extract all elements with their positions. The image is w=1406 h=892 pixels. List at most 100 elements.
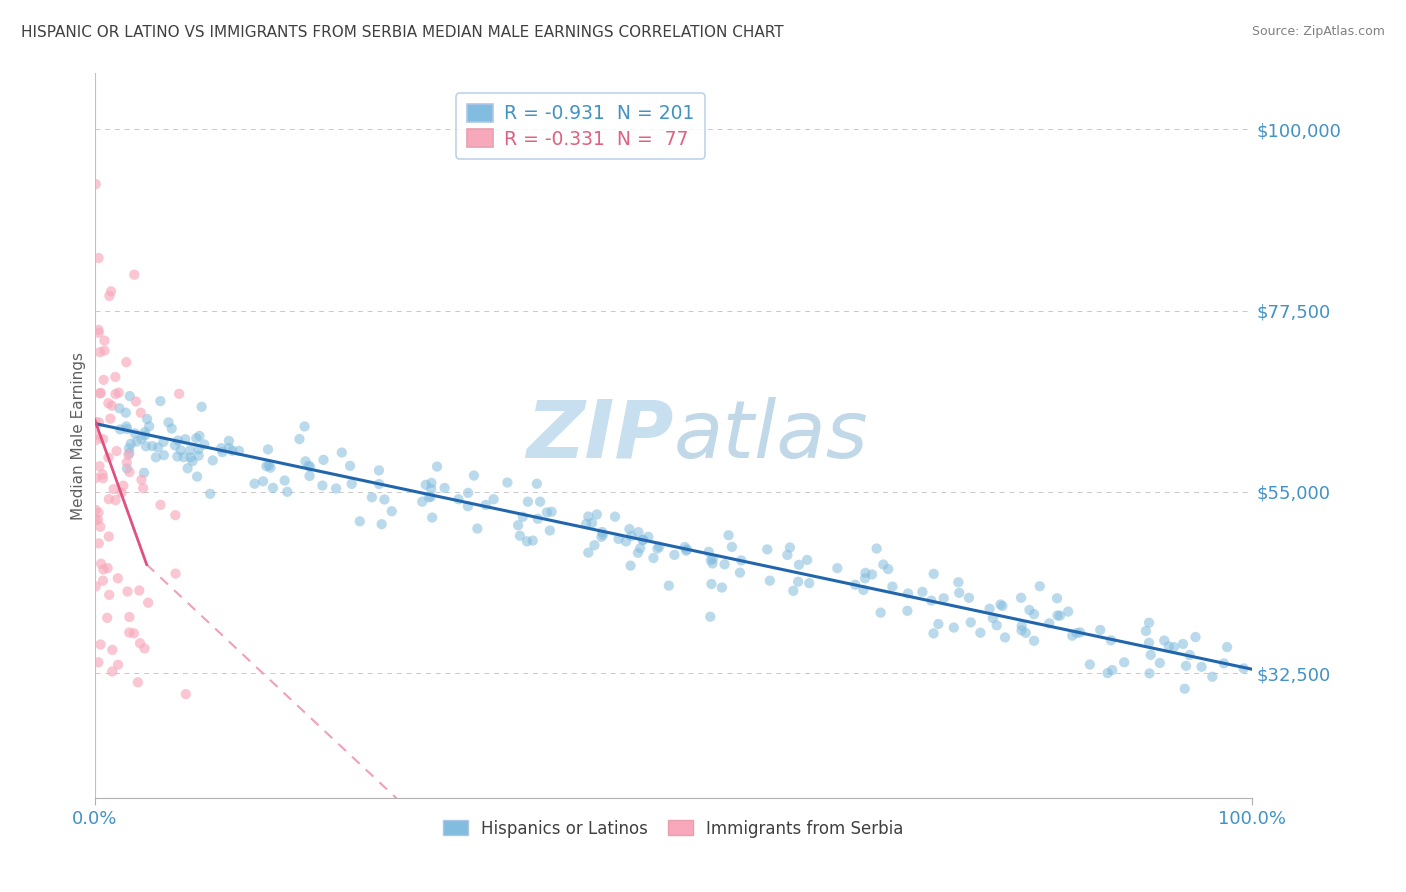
Point: [108, 401, 131, 416]
Point: [176, 461, 198, 475]
Point: [702, 551, 724, 566]
Point: [852, 582, 875, 597]
Point: [576, 546, 599, 560]
Point: [782, 583, 804, 598]
Point: [104, 387, 127, 401]
Point: [134, 641, 156, 656]
Point: [673, 540, 696, 554]
Point: [174, 687, 197, 701]
Point: [187, 442, 209, 457]
Text: ZIP: ZIP: [526, 397, 673, 475]
Point: [97, 492, 120, 507]
Point: [91, 432, 114, 446]
Point: [1066, 626, 1088, 640]
Point: [675, 543, 697, 558]
Point: [631, 533, 654, 547]
Point: [986, 618, 1008, 632]
Point: [1046, 591, 1069, 606]
Point: [135, 439, 157, 453]
Point: [107, 385, 129, 400]
Point: [516, 534, 538, 549]
Point: [330, 445, 353, 459]
Point: [911, 585, 934, 599]
Point: [105, 444, 128, 458]
Point: [298, 459, 321, 474]
Point: [167, 386, 190, 401]
Point: [1057, 605, 1080, 619]
Point: [496, 475, 519, 490]
Point: [730, 553, 752, 567]
Point: [110, 422, 132, 436]
Point: [583, 538, 606, 552]
Point: [433, 481, 456, 495]
Point: [627, 525, 650, 540]
Point: [89, 638, 111, 652]
Point: [419, 490, 441, 504]
Point: [418, 491, 440, 505]
Point: [101, 665, 124, 679]
Point: [591, 530, 613, 544]
Point: [1029, 579, 1052, 593]
Point: [1171, 637, 1194, 651]
Point: [1139, 666, 1161, 681]
Point: [100, 285, 122, 299]
Point: [167, 434, 190, 448]
Point: [273, 474, 295, 488]
Point: [124, 426, 146, 441]
Point: [138, 419, 160, 434]
Point: [1149, 656, 1171, 670]
Point: [256, 459, 278, 474]
Point: [134, 428, 156, 442]
Point: [117, 448, 139, 462]
Point: [115, 419, 138, 434]
Point: [1191, 659, 1213, 673]
Point: [115, 461, 138, 475]
Point: [368, 477, 391, 491]
Point: [160, 421, 183, 435]
Point: [420, 482, 443, 496]
Point: [118, 625, 141, 640]
Point: [927, 617, 949, 632]
Point: [1011, 624, 1033, 638]
Point: [1010, 591, 1032, 605]
Point: [990, 598, 1012, 612]
Point: [420, 510, 443, 524]
Text: HISPANIC OR LATINO VS IMMIGRANTS FROM SERBIA MEDIAN MALE EARNINGS CORRELATION CH: HISPANIC OR LATINO VS IMMIGRANTS FROM SE…: [21, 25, 783, 40]
Point: [527, 512, 550, 526]
Point: [619, 558, 641, 573]
Point: [779, 541, 801, 555]
Point: [118, 446, 141, 460]
Point: [114, 406, 136, 420]
Point: [614, 534, 637, 549]
Point: [1011, 619, 1033, 633]
Point: [969, 625, 991, 640]
Point: [1175, 658, 1198, 673]
Point: [118, 465, 141, 479]
Point: [896, 604, 918, 618]
Point: [218, 434, 240, 448]
Point: [1178, 648, 1201, 662]
Point: [84, 512, 107, 526]
Point: [877, 562, 900, 576]
Point: [339, 458, 361, 473]
Point: [107, 571, 129, 585]
Point: [84, 415, 107, 429]
Point: [97, 530, 120, 544]
Point: [664, 548, 686, 562]
Point: [87, 506, 110, 520]
Point: [163, 438, 186, 452]
Point: [146, 441, 169, 455]
Point: [170, 443, 193, 458]
Point: [1233, 661, 1256, 675]
Point: [84, 471, 107, 485]
Point: [115, 456, 138, 470]
Point: [193, 437, 215, 451]
Point: [190, 400, 212, 414]
Point: [627, 546, 650, 560]
Point: [699, 609, 721, 624]
Point: [165, 508, 187, 523]
Point: [994, 631, 1017, 645]
Point: [259, 460, 281, 475]
Point: [294, 419, 316, 434]
Point: [131, 432, 153, 446]
